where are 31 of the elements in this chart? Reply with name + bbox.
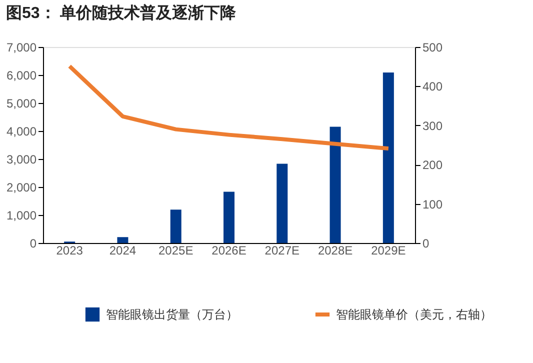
x-tick-label: 2027E bbox=[264, 244, 300, 258]
x-tick-label: 2024 bbox=[109, 244, 136, 258]
y-tick-label: 0 bbox=[30, 236, 37, 250]
y2-tick-label: 500 bbox=[422, 40, 443, 54]
y2-tick-label: 200 bbox=[422, 158, 443, 172]
bar bbox=[224, 192, 234, 243]
bar bbox=[330, 126, 341, 243]
line-series bbox=[68, 64, 390, 151]
legend-label: 智能眼镜出货量（万台） bbox=[106, 308, 238, 322]
y-tick-label: 3,000 bbox=[6, 152, 37, 166]
chart-title: 图53： 单价随技术普及逐渐下降 bbox=[6, 3, 238, 22]
legend-label: 智能眼镜单价（美元，右轴） bbox=[336, 308, 492, 322]
y-tick-label: 6,000 bbox=[6, 68, 37, 82]
x-tick-label: 2023 bbox=[56, 244, 84, 258]
bar bbox=[382, 72, 394, 243]
bar bbox=[276, 164, 288, 243]
x-tick-label: 2025E bbox=[158, 244, 194, 258]
bar bbox=[117, 237, 128, 243]
x-tick-label: 2028E bbox=[318, 244, 353, 258]
y-tick-label: 7,000 bbox=[6, 40, 37, 54]
y2-tick-label: 100 bbox=[422, 197, 443, 212]
x-tick-label: 2026E bbox=[212, 244, 246, 258]
y-tick-label: 1,000 bbox=[6, 208, 37, 222]
y2-tick-label: 0 bbox=[422, 236, 430, 250]
y-tick-label: 2,000 bbox=[6, 180, 37, 194]
y2-tick-label: 300 bbox=[422, 118, 443, 133]
x-tick-label: 2029E bbox=[371, 244, 406, 258]
y2-tick-label: 400 bbox=[422, 80, 443, 94]
bar bbox=[170, 210, 182, 243]
y-tick-label: 4,000 bbox=[6, 124, 37, 138]
y-tick-label: 5,000 bbox=[6, 96, 37, 110]
